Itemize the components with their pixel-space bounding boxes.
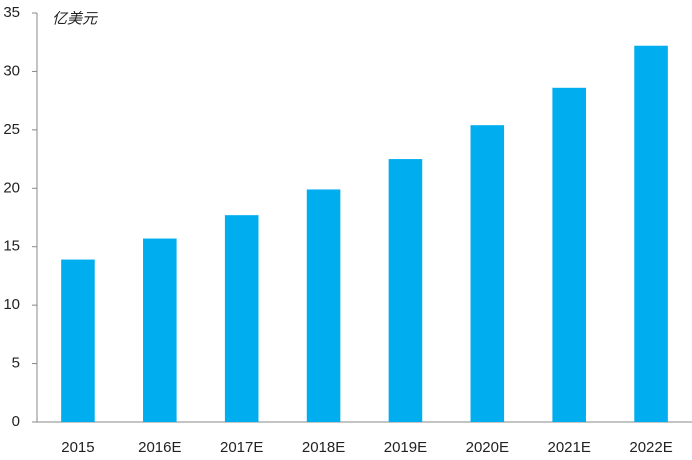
x-tick-label: 2017E xyxy=(220,439,263,456)
y-tick-label: 35 xyxy=(3,4,20,21)
bar xyxy=(388,159,423,423)
y-tick-label: 15 xyxy=(3,238,20,255)
x-tick-label: 2019E xyxy=(384,439,427,456)
y-tick-label: 10 xyxy=(3,296,20,313)
bar xyxy=(552,87,586,422)
y-tick-label: 20 xyxy=(3,179,20,196)
x-tick-label: 2018E xyxy=(302,439,345,456)
x-tick-label: 2022E xyxy=(629,439,672,456)
y-tick-label: 5 xyxy=(12,355,20,372)
bar xyxy=(634,45,668,422)
x-tick-label: 2016E xyxy=(138,439,181,456)
bar xyxy=(306,189,341,422)
y-axis-unit: 亿美元 xyxy=(52,10,98,28)
bar xyxy=(143,238,177,422)
x-tick-label: 2015 xyxy=(61,439,94,456)
bar xyxy=(61,259,95,422)
bar xyxy=(224,215,259,422)
x-tick-label: 2021E xyxy=(548,439,591,456)
bar xyxy=(470,125,505,422)
y-tick-label: 30 xyxy=(3,62,20,79)
y-tick-label: 25 xyxy=(3,121,20,138)
y-tick-label: 0 xyxy=(12,413,20,430)
x-tick-label: 2020E xyxy=(466,439,509,456)
